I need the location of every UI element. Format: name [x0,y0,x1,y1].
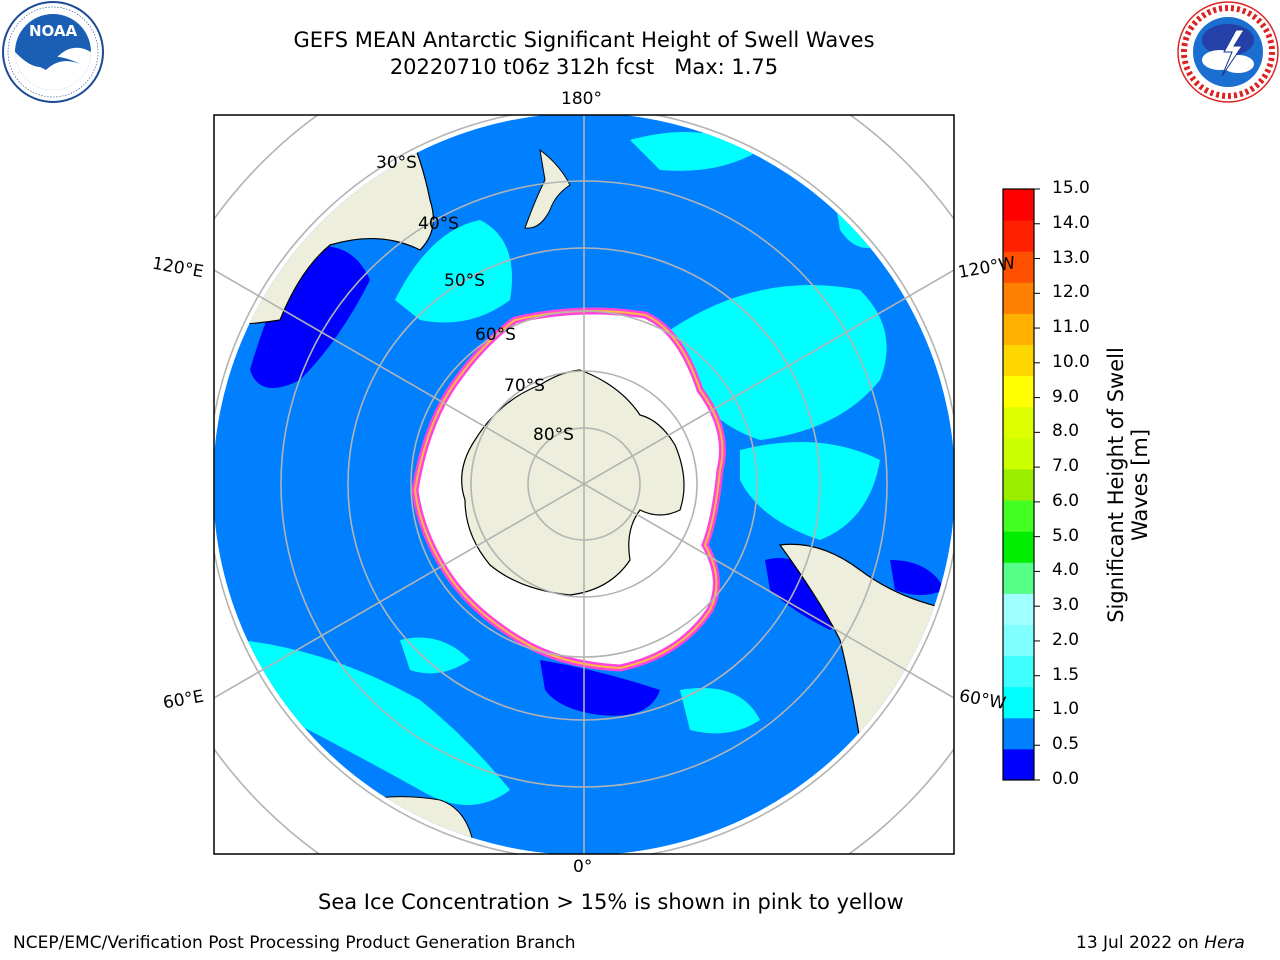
colorbar-segment [1003,220,1034,252]
colorbar-tick-label: 10.0 [1052,351,1090,372]
colorbar-tick-label: 8.0 [1052,421,1080,442]
colorbar-tick-label: 5.0 [1052,525,1080,546]
lat-label-70s: 70°S [504,376,545,396]
colorbar-segment [1003,593,1034,625]
lat-label-40s: 40°S [418,214,459,234]
lon-label-0: 0° [573,857,593,877]
colorbar-segment [1003,500,1034,532]
colorbar-tick-label: 0.0 [1052,769,1080,789]
map-subtitle: 20220710 t06z 312h fcst Max: 1.75 [389,55,779,79]
lat-label-60s: 60°S [475,325,516,345]
colorbar-tick-label: 1.5 [1052,664,1080,685]
colorbar-tick-label: 0.5 [1052,734,1080,755]
lon-label-180: 180° [561,89,602,109]
colorbar-segment [1003,686,1034,719]
colorbar-title: Significant Height of Swell Waves [m] [1104,347,1152,623]
colorbar-segment [1003,624,1034,657]
colorbar-segment [1003,344,1034,377]
colorbar-segment [1003,251,1034,283]
colorbar-tick-label: 6.0 [1052,490,1080,511]
noaa-logo-icon: NOAA [2,1,104,103]
lat-label-80s: 80°S [533,425,574,445]
nws-logo-icon [1177,1,1279,103]
colorbar-tick-label: 13.0 [1052,247,1090,268]
footer-credit: NCEP/EMC/Verification Post Processing Pr… [13,933,576,953]
footer-date: 13 Jul 2022 on Hera [1076,933,1245,953]
map-title: GEFS MEAN Antarctic Significant Height o… [293,28,875,52]
colorbar-segment [1003,562,1034,594]
colorbar-tick-label: 7.0 [1052,456,1080,477]
colorbar-segment [1003,313,1034,346]
colorbar-tick-label: 2.0 [1052,629,1080,650]
colorbar-segment [1003,655,1034,688]
colorbar-segment [1003,748,1034,781]
colorbar-tick-label: 1.0 [1052,699,1080,720]
antarctica-land [461,369,685,596]
colorbar-segment [1003,717,1034,750]
gridlines [214,115,954,854]
colorbar-tick-label: 11.0 [1052,317,1090,338]
colorbar-tick-label: 12.0 [1052,282,1090,303]
footer-host: Hera [1204,933,1245,953]
colorbar-segment [1003,375,1034,408]
lat-label-30s: 30°S [376,153,417,173]
colorbar-segment [1003,282,1034,314]
colorbar-tick-label: 3.0 [1052,595,1080,616]
footer-date-text: 13 Jul 2022 on [1076,933,1205,953]
colorbar-tick-label: 9.0 [1052,386,1080,407]
colorbar-tick-label: 15.0 [1052,178,1090,198]
colorbar-segment [1003,531,1034,563]
colorbar-segment [1003,468,1034,501]
colorbar-tick-label: 4.0 [1052,560,1080,581]
colorbar-title-line1: Significant Height of Swell [1104,347,1128,623]
colorbar [1003,188,1040,781]
colorbar-segment [1003,437,1034,470]
sea-ice-note: Sea Ice Concentration > 15% is shown in … [318,890,904,914]
colorbar-segment [1003,406,1034,439]
colorbar-title-line2: Waves [m] [1128,428,1152,542]
lat-label-50s: 50°S [444,271,485,291]
colorbar-segment [1003,189,1034,221]
noaa-logo-text: NOAA [29,22,78,40]
colorbar-tick-label: 14.0 [1052,212,1090,233]
